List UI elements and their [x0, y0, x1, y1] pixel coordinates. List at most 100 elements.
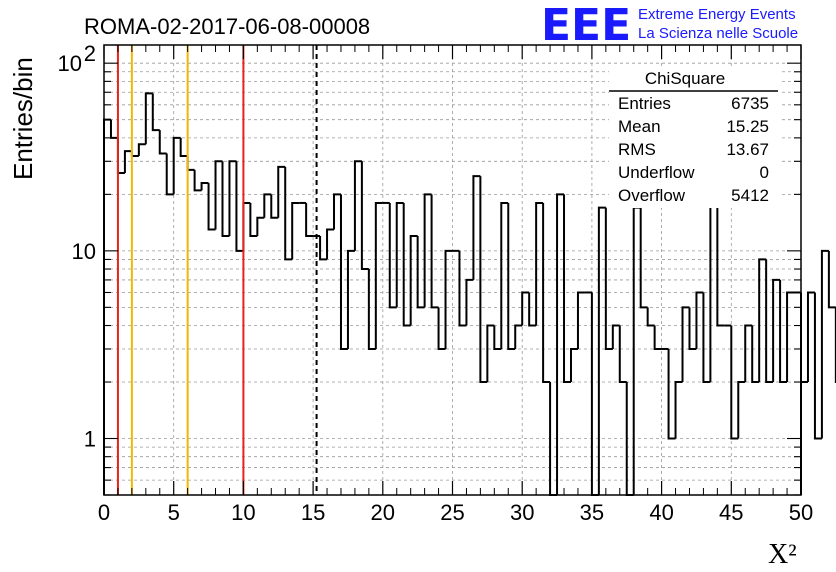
- histogram-bin: [716, 194, 725, 327]
- histogram-bin: [563, 194, 571, 384]
- histogram-bin: [765, 259, 774, 384]
- histogram-bin: [326, 228, 335, 260]
- histogram-bin: [737, 381, 746, 439]
- histogram-bin: [758, 258, 767, 383]
- histogram-bin: [137, 143, 146, 157]
- histogram-bin: [639, 207, 648, 309]
- histogram-bin: [158, 130, 167, 155]
- stats-label: Overflow: [618, 186, 686, 205]
- histogram-bin: [346, 249, 355, 349]
- histogram-bin: [744, 324, 753, 383]
- histogram-bin: [395, 201, 404, 308]
- histogram-bin: [284, 166, 293, 261]
- histogram-bin: [646, 307, 655, 327]
- histogram-bin: [751, 325, 760, 384]
- histogram-bin: [800, 292, 808, 384]
- y-tick-label: 10: [58, 51, 82, 76]
- histogram-bin: [820, 249, 829, 439]
- histogram-bin: [597, 206, 606, 495]
- histogram-bin: [374, 201, 383, 349]
- histogram-bin: [165, 153, 174, 196]
- x-tick-label: 10: [231, 500, 255, 525]
- histogram-bin: [437, 307, 446, 350]
- logo-letters: EEE: [541, 0, 631, 51]
- histogram-bin: [681, 306, 690, 383]
- x-tick-label: 0: [98, 500, 110, 525]
- y-tick-label: 10: [72, 239, 96, 264]
- histogram-bin: [569, 347, 578, 383]
- y-tick-exponent: 2: [84, 41, 96, 66]
- histogram-bin: [193, 169, 202, 192]
- eee-logo: EEE Extreme Energy Events La Scienza nel…: [541, 0, 798, 51]
- histogram-bin: [590, 292, 599, 496]
- histogram-bin: [576, 291, 585, 349]
- histogram-bin: [339, 194, 348, 350]
- histogram-bin: [416, 235, 425, 309]
- histogram-bin: [291, 201, 300, 260]
- stats-title: ChiSquare: [645, 69, 725, 88]
- stats-box: ChiSquare Entries 6735 Mean 15.25 RMS 13.67 Un…: [609, 66, 779, 208]
- histogram-bin: [444, 249, 453, 349]
- stats-value: 5412: [731, 186, 769, 205]
- histogram-bin: [256, 216, 265, 236]
- y-axis-label: Entries/bin: [8, 57, 38, 180]
- histogram-bin: [772, 278, 781, 383]
- histogram-bin: [333, 193, 341, 230]
- histogram-bin: [186, 156, 195, 171]
- histogram-bin: [423, 193, 432, 308]
- histogram-bin: [305, 202, 314, 237]
- histogram-bin: [207, 182, 216, 231]
- histogram-bin: [653, 325, 662, 350]
- histogram-bin: [688, 307, 697, 350]
- histogram-bin: [319, 235, 328, 261]
- x-tick-label: 25: [440, 500, 464, 525]
- histogram-bin: [465, 278, 474, 326]
- histogram-bin: [779, 279, 788, 384]
- logo-line-2: La Scienza nelle Scuole: [638, 25, 798, 42]
- x-tick-label: 20: [371, 500, 395, 525]
- stats-value: 15.25: [726, 117, 769, 136]
- histogram-bin: [360, 161, 369, 271]
- histogram-bin: [611, 324, 620, 349]
- stats-value: 13.67: [726, 140, 769, 159]
- histogram-bin: [556, 193, 565, 495]
- histogram-bin: [514, 324, 523, 349]
- histogram-bin: [263, 193, 272, 218]
- stats-label: Entries: [618, 94, 671, 113]
- y-tick-label: 1: [84, 427, 96, 452]
- stats-box-background: [609, 66, 779, 208]
- histogram-bin: [709, 193, 718, 383]
- grid-layer: [104, 45, 801, 495]
- stats-value: 6735: [731, 94, 769, 113]
- x-tick-label: 15: [301, 500, 325, 525]
- histogram-bin: [730, 325, 739, 440]
- histogram-bin: [786, 291, 795, 383]
- histogram-bin: [479, 176, 488, 384]
- histogram-bin: [430, 194, 439, 309]
- histogram-bin: [116, 137, 125, 174]
- histogram-bin: [472, 175, 481, 280]
- histogram-bin: [221, 161, 230, 237]
- histogram-bin: [507, 202, 516, 350]
- x-tick-label: 45: [719, 500, 743, 525]
- histogram-bin: [604, 207, 613, 350]
- histogram-bin: [179, 137, 188, 158]
- histogram-bin: [493, 325, 502, 350]
- histogram-bin: [109, 119, 118, 139]
- x-tick-label: 5: [168, 500, 180, 525]
- histogram-bin: [695, 291, 704, 349]
- histogram-bin: [172, 136, 181, 195]
- logo-line-1: Extreme Energy Events: [638, 6, 796, 23]
- stats-label: RMS: [618, 140, 656, 159]
- histogram-bin: [367, 269, 376, 350]
- histogram-bin: [528, 292, 537, 327]
- histogram-bin: [542, 202, 551, 384]
- histogram-bin: [827, 250, 836, 309]
- histogram-bin: [123, 150, 132, 173]
- histogram-bin: [249, 202, 258, 237]
- histogram-bin: [500, 201, 509, 349]
- x-axis-label: X²: [768, 539, 797, 570]
- histogram-bin: [144, 92, 153, 145]
- histogram-bin: [458, 250, 467, 327]
